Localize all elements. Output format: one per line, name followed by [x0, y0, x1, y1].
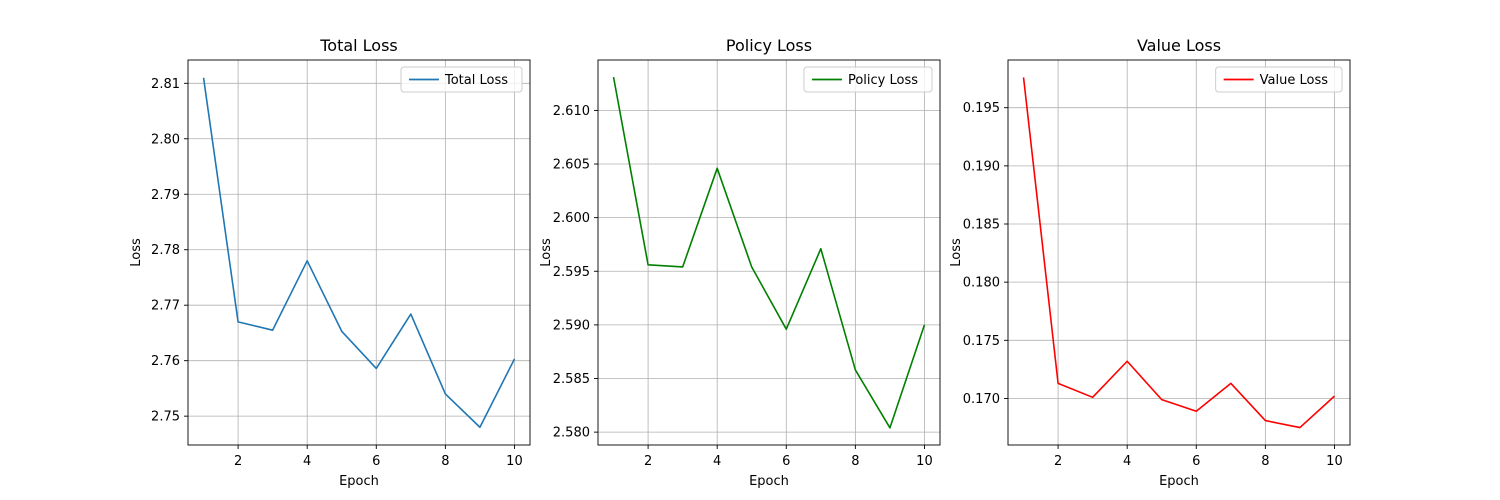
legend-label: Policy Loss	[848, 73, 918, 88]
series-line-1	[202, 77, 516, 429]
x-axis-label: Epoch	[1159, 474, 1199, 489]
y-tick-label: 2.585	[553, 372, 590, 387]
y-tick-label: 2.600	[553, 211, 590, 226]
y-tick-label: 2.78	[151, 243, 180, 258]
axes-frame	[597, 59, 941, 446]
x-tick-label: 8	[851, 454, 859, 469]
y-tick-label: 2.80	[151, 132, 180, 147]
legend-label: Value Loss	[1260, 73, 1329, 88]
legend: Total Loss	[400, 66, 523, 93]
legend-box	[400, 66, 523, 93]
x-tick-label: 6	[1192, 454, 1200, 469]
y-tick-label: 2.79	[151, 188, 180, 203]
y-tick-label: 2.590	[553, 318, 590, 333]
x-tick-label: 8	[1261, 454, 1269, 469]
x-tick-label: 4	[713, 454, 721, 469]
y-tick-label: 2.76	[151, 354, 180, 369]
y-tick-label: 0.185	[963, 218, 1000, 233]
x-tick-label: 4	[303, 454, 311, 469]
y-tick-label: 2.81	[151, 77, 180, 92]
x-tick-label: 10	[916, 454, 933, 469]
x-tick-label: 4	[1123, 454, 1131, 469]
subplot-3: 2 4 6 8 10 0.170 0.175 0.180 0.185 0.190 0.195 Valu…	[949, 36, 1351, 489]
x-tick-label: 10	[1326, 454, 1343, 469]
y-tick-label: 2.605	[553, 158, 590, 173]
legend: Policy Loss	[803, 66, 933, 93]
chart-title: Policy Loss	[726, 36, 812, 55]
y-tick-label: 2.77	[151, 299, 180, 314]
y-tick-label: 0.180	[963, 276, 1000, 291]
subplot-2: 2 4 6 8 10 2.580 2.585 2.590 2.595 2.600 2.605 2.61…	[539, 36, 941, 489]
y-tick-label: 0.195	[963, 101, 1000, 116]
x-tick-label: 2	[644, 454, 652, 469]
y-axis-label: Loss	[539, 238, 554, 267]
x-tick-label: 10	[506, 454, 523, 469]
y-tick-label: 2.580	[553, 426, 590, 441]
y-tick-label: 0.175	[963, 334, 1000, 349]
legend-box	[803, 66, 933, 93]
chart-title: Total Loss	[319, 36, 398, 55]
y-tick-label: 0.190	[963, 159, 1000, 174]
x-tick-label: 2	[1054, 454, 1062, 469]
legend-box	[1215, 66, 1343, 93]
y-tick-label: 2.595	[553, 265, 590, 280]
y-axis-label: Loss	[129, 238, 144, 267]
axes-frame	[187, 59, 531, 446]
x-tick-label: 2	[234, 454, 242, 469]
y-axis-label: Loss	[949, 238, 964, 267]
series-line-1	[1022, 77, 1335, 429]
x-tick-label: 8	[441, 454, 449, 469]
axes-frame	[1007, 59, 1351, 446]
legend-label: Total Loss	[444, 73, 508, 88]
x-tick-label: 6	[372, 454, 380, 469]
series-line-1	[612, 77, 926, 429]
y-tick-label: 2.75	[151, 410, 180, 425]
x-tick-label: 6	[782, 454, 790, 469]
x-axis-label: Epoch	[749, 474, 789, 489]
x-axis-label: Epoch	[339, 474, 379, 489]
y-tick-label: 2.610	[553, 104, 590, 119]
y-tick-label: 0.170	[963, 392, 1000, 407]
subplot-1: 2 4 6 8 10 2.75 2.76 2.77 2.78 2.79 2.80 2.81 Total …	[129, 36, 531, 489]
legend: Value Loss	[1215, 66, 1343, 93]
chart-title: Value Loss	[1137, 36, 1221, 55]
